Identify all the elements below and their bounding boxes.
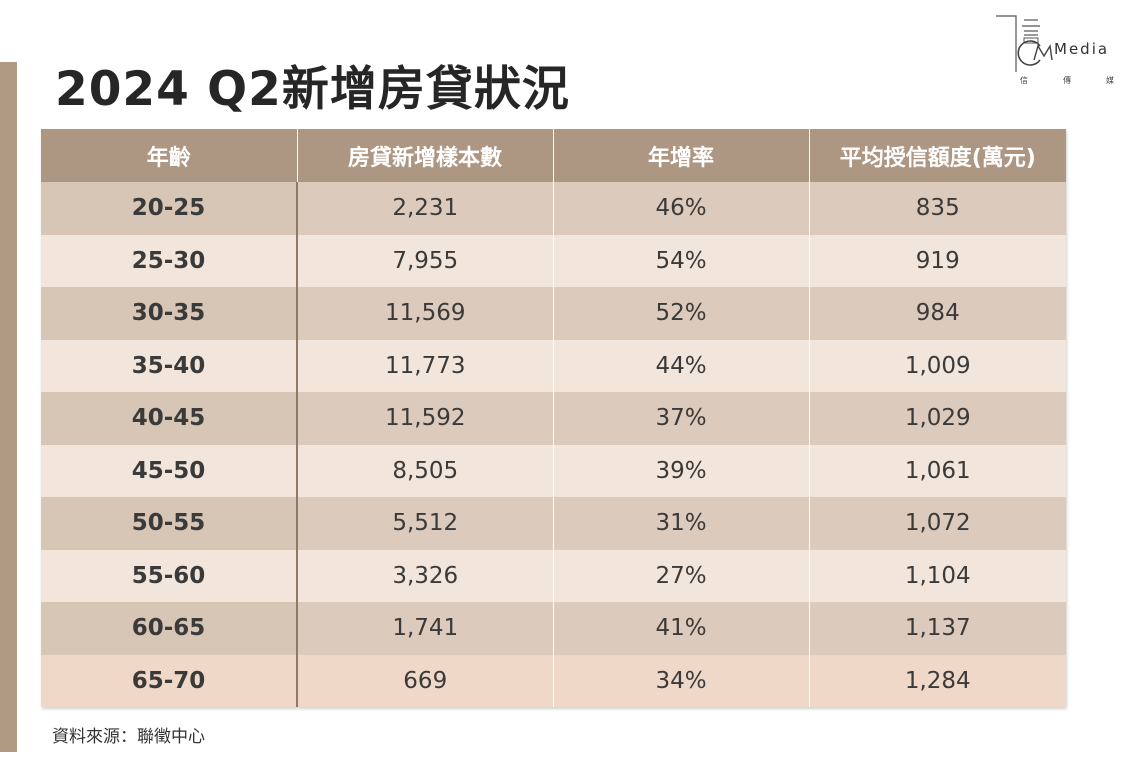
- column-header-age: 年齡: [41, 129, 298, 182]
- cell-growth: 52%: [553, 287, 810, 340]
- cell-age: 50-55: [41, 497, 298, 550]
- logo-sub-char: 信: [1020, 76, 1028, 85]
- mortgage-table: 年齡 房貸新增樣本數 年增率 平均授信額度(萬元) 20-25 2,231 46…: [41, 129, 1066, 707]
- cell-growth: 37%: [553, 392, 810, 445]
- cell-growth: 31%: [553, 497, 810, 550]
- table-header-row: 年齡 房貸新增樣本數 年增率 平均授信額度(萬元): [41, 129, 1066, 182]
- cell-age: 45-50: [41, 444, 298, 497]
- cell-samples: 11,569: [297, 287, 554, 340]
- table-row: 55-60 3,326 27% 1,104: [41, 549, 1066, 602]
- logo-mark-icon: [996, 15, 1053, 72]
- column-header-samples: 房貸新增樣本數: [297, 129, 554, 182]
- cell-avg-credit: 1,104: [809, 549, 1066, 602]
- cell-age: 30-35: [41, 287, 298, 340]
- cell-avg-credit: 1,072: [809, 497, 1066, 550]
- cell-growth: 34%: [553, 654, 810, 707]
- table-row: 40-45 11,592 37% 1,029: [41, 392, 1066, 445]
- cell-avg-credit: 835: [809, 182, 1066, 235]
- cell-age: 40-45: [41, 392, 298, 445]
- cell-growth: 44%: [553, 339, 810, 392]
- cell-samples: 11,773: [297, 339, 554, 392]
- table-row: 20-25 2,231 46% 835: [41, 182, 1066, 235]
- cell-samples: 1,741: [297, 602, 554, 655]
- cell-samples: 3,326: [297, 549, 554, 602]
- logo-text: Media: [1054, 40, 1110, 58]
- table-row: 35-40 11,773 44% 1,009: [41, 339, 1066, 392]
- column-header-growth: 年增率: [553, 129, 810, 182]
- page-title: 2024 Q2新增房貸狀況: [55, 62, 570, 117]
- cell-samples: 2,231: [297, 182, 554, 235]
- cell-samples: 5,512: [297, 497, 554, 550]
- cell-avg-credit: 919: [809, 234, 1066, 287]
- source-note: 資料來源：聯徵中心: [52, 727, 205, 747]
- cell-samples: 8,505: [297, 444, 554, 497]
- cell-age: 20-25: [41, 182, 298, 235]
- cell-samples: 7,955: [297, 234, 554, 287]
- table-row: 45-50 8,505 39% 1,061: [41, 444, 1066, 497]
- cell-age: 25-30: [41, 234, 298, 287]
- cell-avg-credit: 1,061: [809, 444, 1066, 497]
- cell-age: 65-70: [41, 654, 298, 707]
- table-row: 65-70 669 34% 1,284: [41, 654, 1066, 707]
- column-header-avg-credit: 平均授信額度(萬元): [809, 129, 1066, 182]
- cell-growth: 39%: [553, 444, 810, 497]
- cell-age: 60-65: [41, 602, 298, 655]
- logo-sub-char: 媒: [1106, 76, 1114, 85]
- logo-sub-char: 傳: [1063, 76, 1071, 85]
- cell-age: 55-60: [41, 549, 298, 602]
- cell-avg-credit: 1,284: [809, 654, 1066, 707]
- table-row: 50-55 5,512 31% 1,072: [41, 497, 1066, 550]
- cell-age: 35-40: [41, 339, 298, 392]
- cell-growth: 27%: [553, 549, 810, 602]
- cell-avg-credit: 1,029: [809, 392, 1066, 445]
- brand-logo: Media 信 傳 媒: [994, 14, 1114, 90]
- cell-avg-credit: 1,009: [809, 339, 1066, 392]
- cell-growth: 54%: [553, 234, 810, 287]
- cell-avg-credit: 984: [809, 287, 1066, 340]
- cell-growth: 46%: [553, 182, 810, 235]
- logo-subtitle: 信 傳 媒: [1020, 75, 1114, 86]
- accent-bar: [0, 62, 17, 752]
- cell-samples: 669: [297, 654, 554, 707]
- table-row: 25-30 7,955 54% 919: [41, 234, 1066, 287]
- table-row: 60-65 1,741 41% 1,137: [41, 602, 1066, 655]
- cell-samples: 11,592: [297, 392, 554, 445]
- table-row: 30-35 11,569 52% 984: [41, 287, 1066, 340]
- cell-growth: 41%: [553, 602, 810, 655]
- cell-avg-credit: 1,137: [809, 602, 1066, 655]
